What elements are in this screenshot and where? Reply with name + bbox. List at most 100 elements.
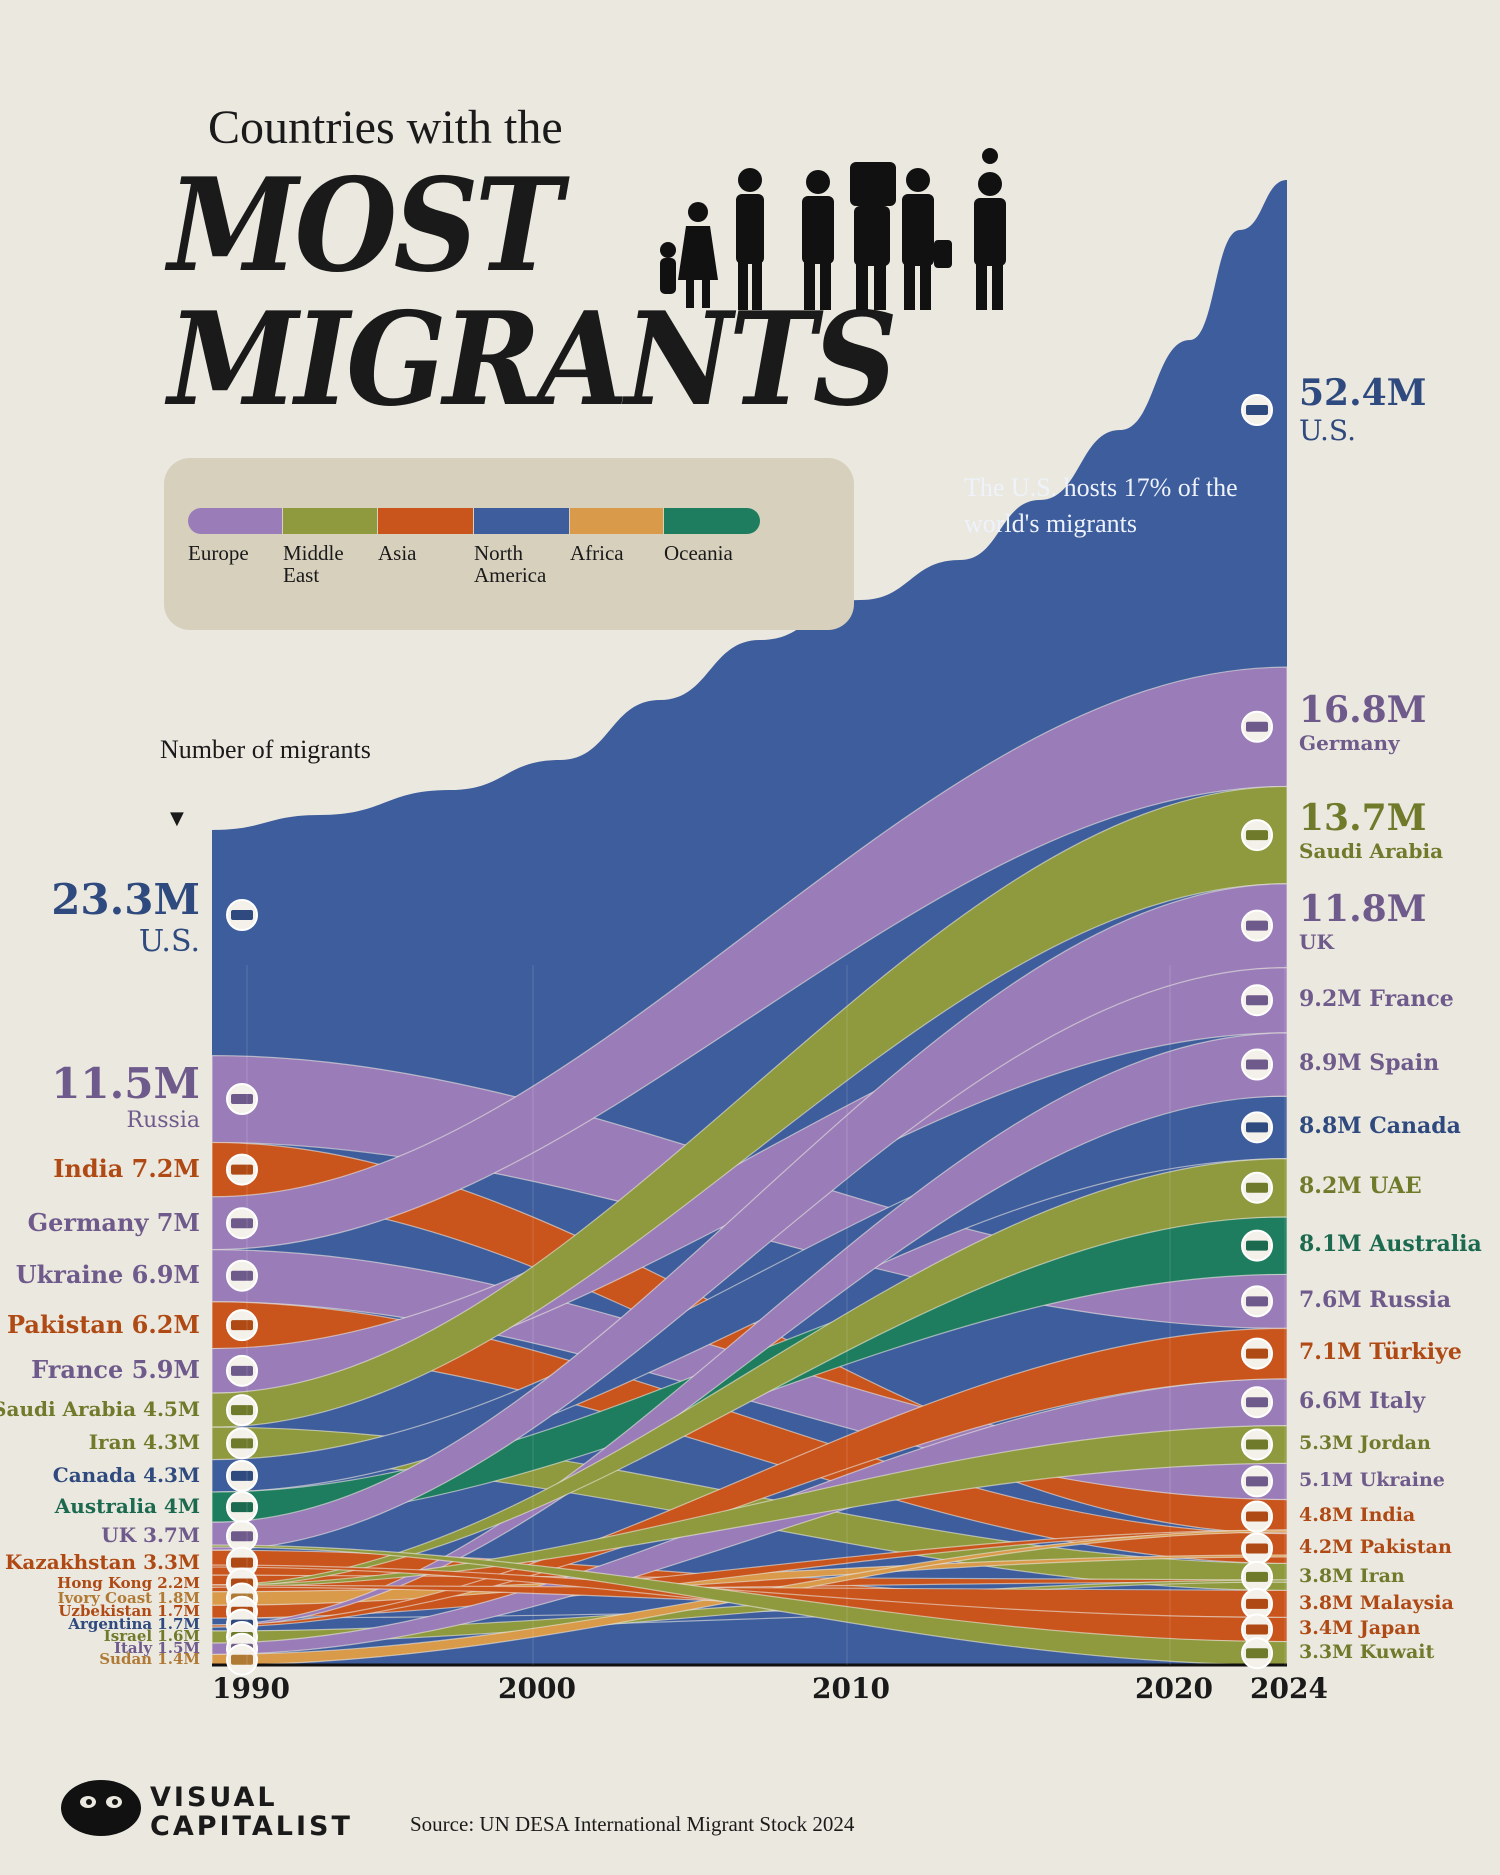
label-end-pakistan: 4.2M Pakistan <box>1299 1536 1452 1559</box>
legend-panel <box>164 458 854 630</box>
x-tick-2010: 2010 <box>812 1672 890 1705</box>
flag-end-u-s--icon-stripe <box>1246 405 1268 415</box>
series-ribbon-spain <box>211 1032 1288 1628</box>
series-ribbon-jordan <box>211 1425 1288 1588</box>
legend-swatch-middle-east <box>283 508 377 534</box>
title-line-3: MIGRANTS <box>168 285 898 435</box>
flag-start-canada-icon-stripe <box>231 1470 253 1481</box>
flag-end-spain-icon-stripe <box>1246 1059 1268 1070</box>
label-end-jordan: 5.3M Jordan <box>1299 1432 1431 1455</box>
flag-start-pakistan-icon-stripe <box>231 1320 253 1331</box>
legend-label-oceania: Oceania <box>664 541 733 565</box>
label-end-u-s-: 52.4M U.S. <box>1299 372 1427 447</box>
label-end-japan: 3.4M Japan <box>1299 1617 1421 1640</box>
x-tick-1990: 1990 <box>212 1672 290 1705</box>
label-end-australia: 8.1M Australia <box>1299 1231 1482 1258</box>
flag-start-ukraine-icon-stripe <box>231 1270 253 1281</box>
source-note: Source: UN DESA International Migrant St… <box>410 1812 855 1836</box>
label-start-australia: Australia 4M <box>54 1494 200 1519</box>
label-start-country: U.S. <box>138 924 200 959</box>
label-start-value: 11.5M <box>51 1059 200 1108</box>
flag-start-france-icon-stripe <box>231 1365 253 1376</box>
label-end-india: 4.8M India <box>1299 1504 1416 1527</box>
flag-end-italy-icon-stripe <box>1246 1397 1268 1408</box>
label-end-russia: 7.6M Russia <box>1299 1287 1451 1314</box>
label-start-value: 23.3M <box>51 875 200 924</box>
flag-end-ukraine-icon-stripe <box>1246 1476 1268 1487</box>
flag-end-t-rkiye-icon-stripe <box>1246 1348 1268 1359</box>
flag-start-australia-icon-stripe <box>231 1502 253 1513</box>
x-tick-2000: 2000 <box>498 1672 576 1705</box>
series-ribbon-uk <box>211 883 1288 1551</box>
label-start-germany: Germany 7M <box>27 1207 200 1237</box>
flag-start-uk-icon-stripe <box>231 1531 253 1542</box>
migrants-silhouette-icon <box>660 148 1006 310</box>
series-ribbon-germany <box>211 666 1288 1251</box>
flag-end-uk-icon-stripe <box>1246 920 1268 931</box>
label-start-italy: Italy 1.5M <box>113 1639 200 1657</box>
flag-start-u-s--icon-stripe <box>231 910 253 920</box>
flag-end-france-icon-stripe <box>1246 995 1268 1006</box>
flag-end-germany-icon-stripe <box>1246 721 1268 732</box>
legend-swatch-africa <box>570 508 663 534</box>
flag-end-saudi-arabia-icon-stripe <box>1246 830 1268 841</box>
flag-start-saudi-arabia-icon-stripe <box>231 1405 253 1416</box>
label-start-india: India 7.2M <box>53 1154 200 1183</box>
x-tick-2020: 2020 <box>1135 1672 1213 1705</box>
legend-label-middle-east: Middle East <box>283 541 344 587</box>
us-share-annotation: The U.S. hosts 17% of the world's migran… <box>964 473 1238 538</box>
label-end-value: 52.4M <box>1299 372 1427 414</box>
label-start-russia: 11.5M Russia <box>51 1059 200 1133</box>
label-start-uzbekistan: Uzbekistan 1.7M <box>58 1602 200 1620</box>
flag-end-kuwait-icon-stripe <box>1246 1648 1268 1659</box>
legend-swatch-oceania <box>664 508 760 534</box>
series-ribbon-uae <box>211 1158 1288 1588</box>
label-start-saudi-arabia: Saudi Arabia 4.5M <box>0 1397 200 1422</box>
label-end-france: 9.2M France <box>1299 985 1454 1012</box>
label-end-value: 13.7M <box>1299 797 1427 840</box>
flag-start-kazakhstan-icon-stripe <box>231 1557 253 1568</box>
legend-label-africa: Africa <box>570 541 624 565</box>
label-end-ukraine: 5.1M Ukraine <box>1299 1469 1445 1492</box>
label-start-argentina: Argentina 1.7M <box>68 1614 200 1633</box>
legend-label-europe: Europe <box>188 541 249 565</box>
label-start-canada: Canada 4.3M <box>52 1462 200 1487</box>
flag-start-germany-icon-stripe <box>231 1218 253 1229</box>
label-end-country: U.S. <box>1299 414 1357 447</box>
legend-label-north-america: North America <box>474 541 547 587</box>
label-end-germany: 16.8M Germany <box>1299 689 1427 755</box>
label-start-kazakhstan: Kazakhstan 3.3M <box>5 1549 200 1574</box>
label-end-kuwait: 3.3M Kuwait <box>1299 1640 1435 1663</box>
label-end-spain: 8.9M Spain <box>1299 1050 1440 1077</box>
brand-line-2: CAPITALIST <box>150 1811 353 1842</box>
flag-end-canada-icon-stripe <box>1246 1122 1268 1133</box>
label-start-pakistan: Pakistan 6.2M <box>7 1309 200 1339</box>
flag-start-sudan-icon-stripe <box>231 1654 253 1665</box>
label-start-country: Russia <box>126 1108 200 1133</box>
flag-start-india-icon-stripe <box>231 1164 253 1175</box>
label-end-t-rkiye: 7.1M Türkiye <box>1299 1339 1462 1366</box>
series-ribbon-australia <box>211 1216 1288 1523</box>
label-end-iran: 3.8M Iran <box>1299 1564 1405 1587</box>
flag-end-japan-icon-stripe <box>1246 1624 1268 1635</box>
label-end-italy: 6.6M Italy <box>1299 1387 1426 1414</box>
brand-name: VISUAL CAPITALIST <box>150 1783 353 1841</box>
flag-end-jordan-icon-stripe <box>1246 1439 1268 1450</box>
label-start-ivory-coast: Ivory Coast 1.8M <box>57 1588 200 1607</box>
y-axis-label: Number of migrants <box>160 735 371 764</box>
label-end-value: 16.8M <box>1299 688 1427 731</box>
label-end-country: Saudi Arabia <box>1299 839 1444 864</box>
x-tick-2024: 2024 <box>1250 1672 1328 1705</box>
down-arrow-icon: ▼ <box>170 808 184 829</box>
label-start-u-s-: 23.3M U.S. <box>51 875 200 959</box>
label-start-hong-kong: Hong Kong 2.2M <box>57 1573 200 1592</box>
label-end-country: Germany <box>1299 730 1400 755</box>
label-start-iran: Iran 4.3M <box>88 1430 200 1455</box>
flag-end-pakistan-icon-stripe <box>1246 1543 1268 1554</box>
flag-start-russia-icon-stripe <box>231 1094 253 1105</box>
label-end-saudi-arabia: 13.7M Saudi Arabia <box>1299 797 1443 863</box>
brand-line-1: VISUAL <box>150 1782 278 1813</box>
title-line-1: Countries with the <box>208 101 563 154</box>
label-start-france: France 5.9M <box>31 1355 200 1385</box>
